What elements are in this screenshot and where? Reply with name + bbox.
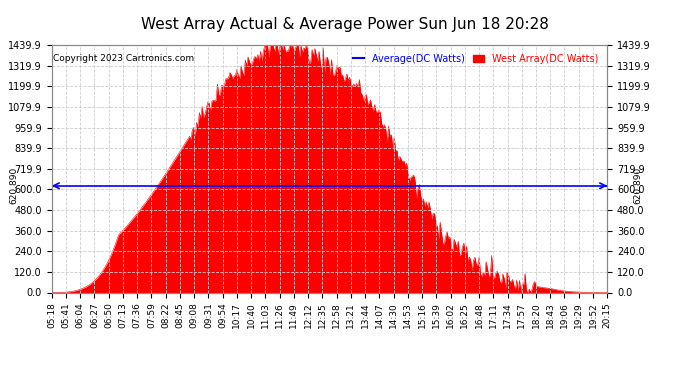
Text: Copyright 2023 Cartronics.com: Copyright 2023 Cartronics.com: [53, 54, 194, 63]
Text: 620.890: 620.890: [10, 167, 19, 204]
Text: 620.890: 620.890: [633, 167, 642, 204]
Legend: Average(DC Watts), West Array(DC Watts): Average(DC Watts), West Array(DC Watts): [348, 50, 602, 68]
Text: West Array Actual & Average Power Sun Jun 18 20:28: West Array Actual & Average Power Sun Ju…: [141, 17, 549, 32]
